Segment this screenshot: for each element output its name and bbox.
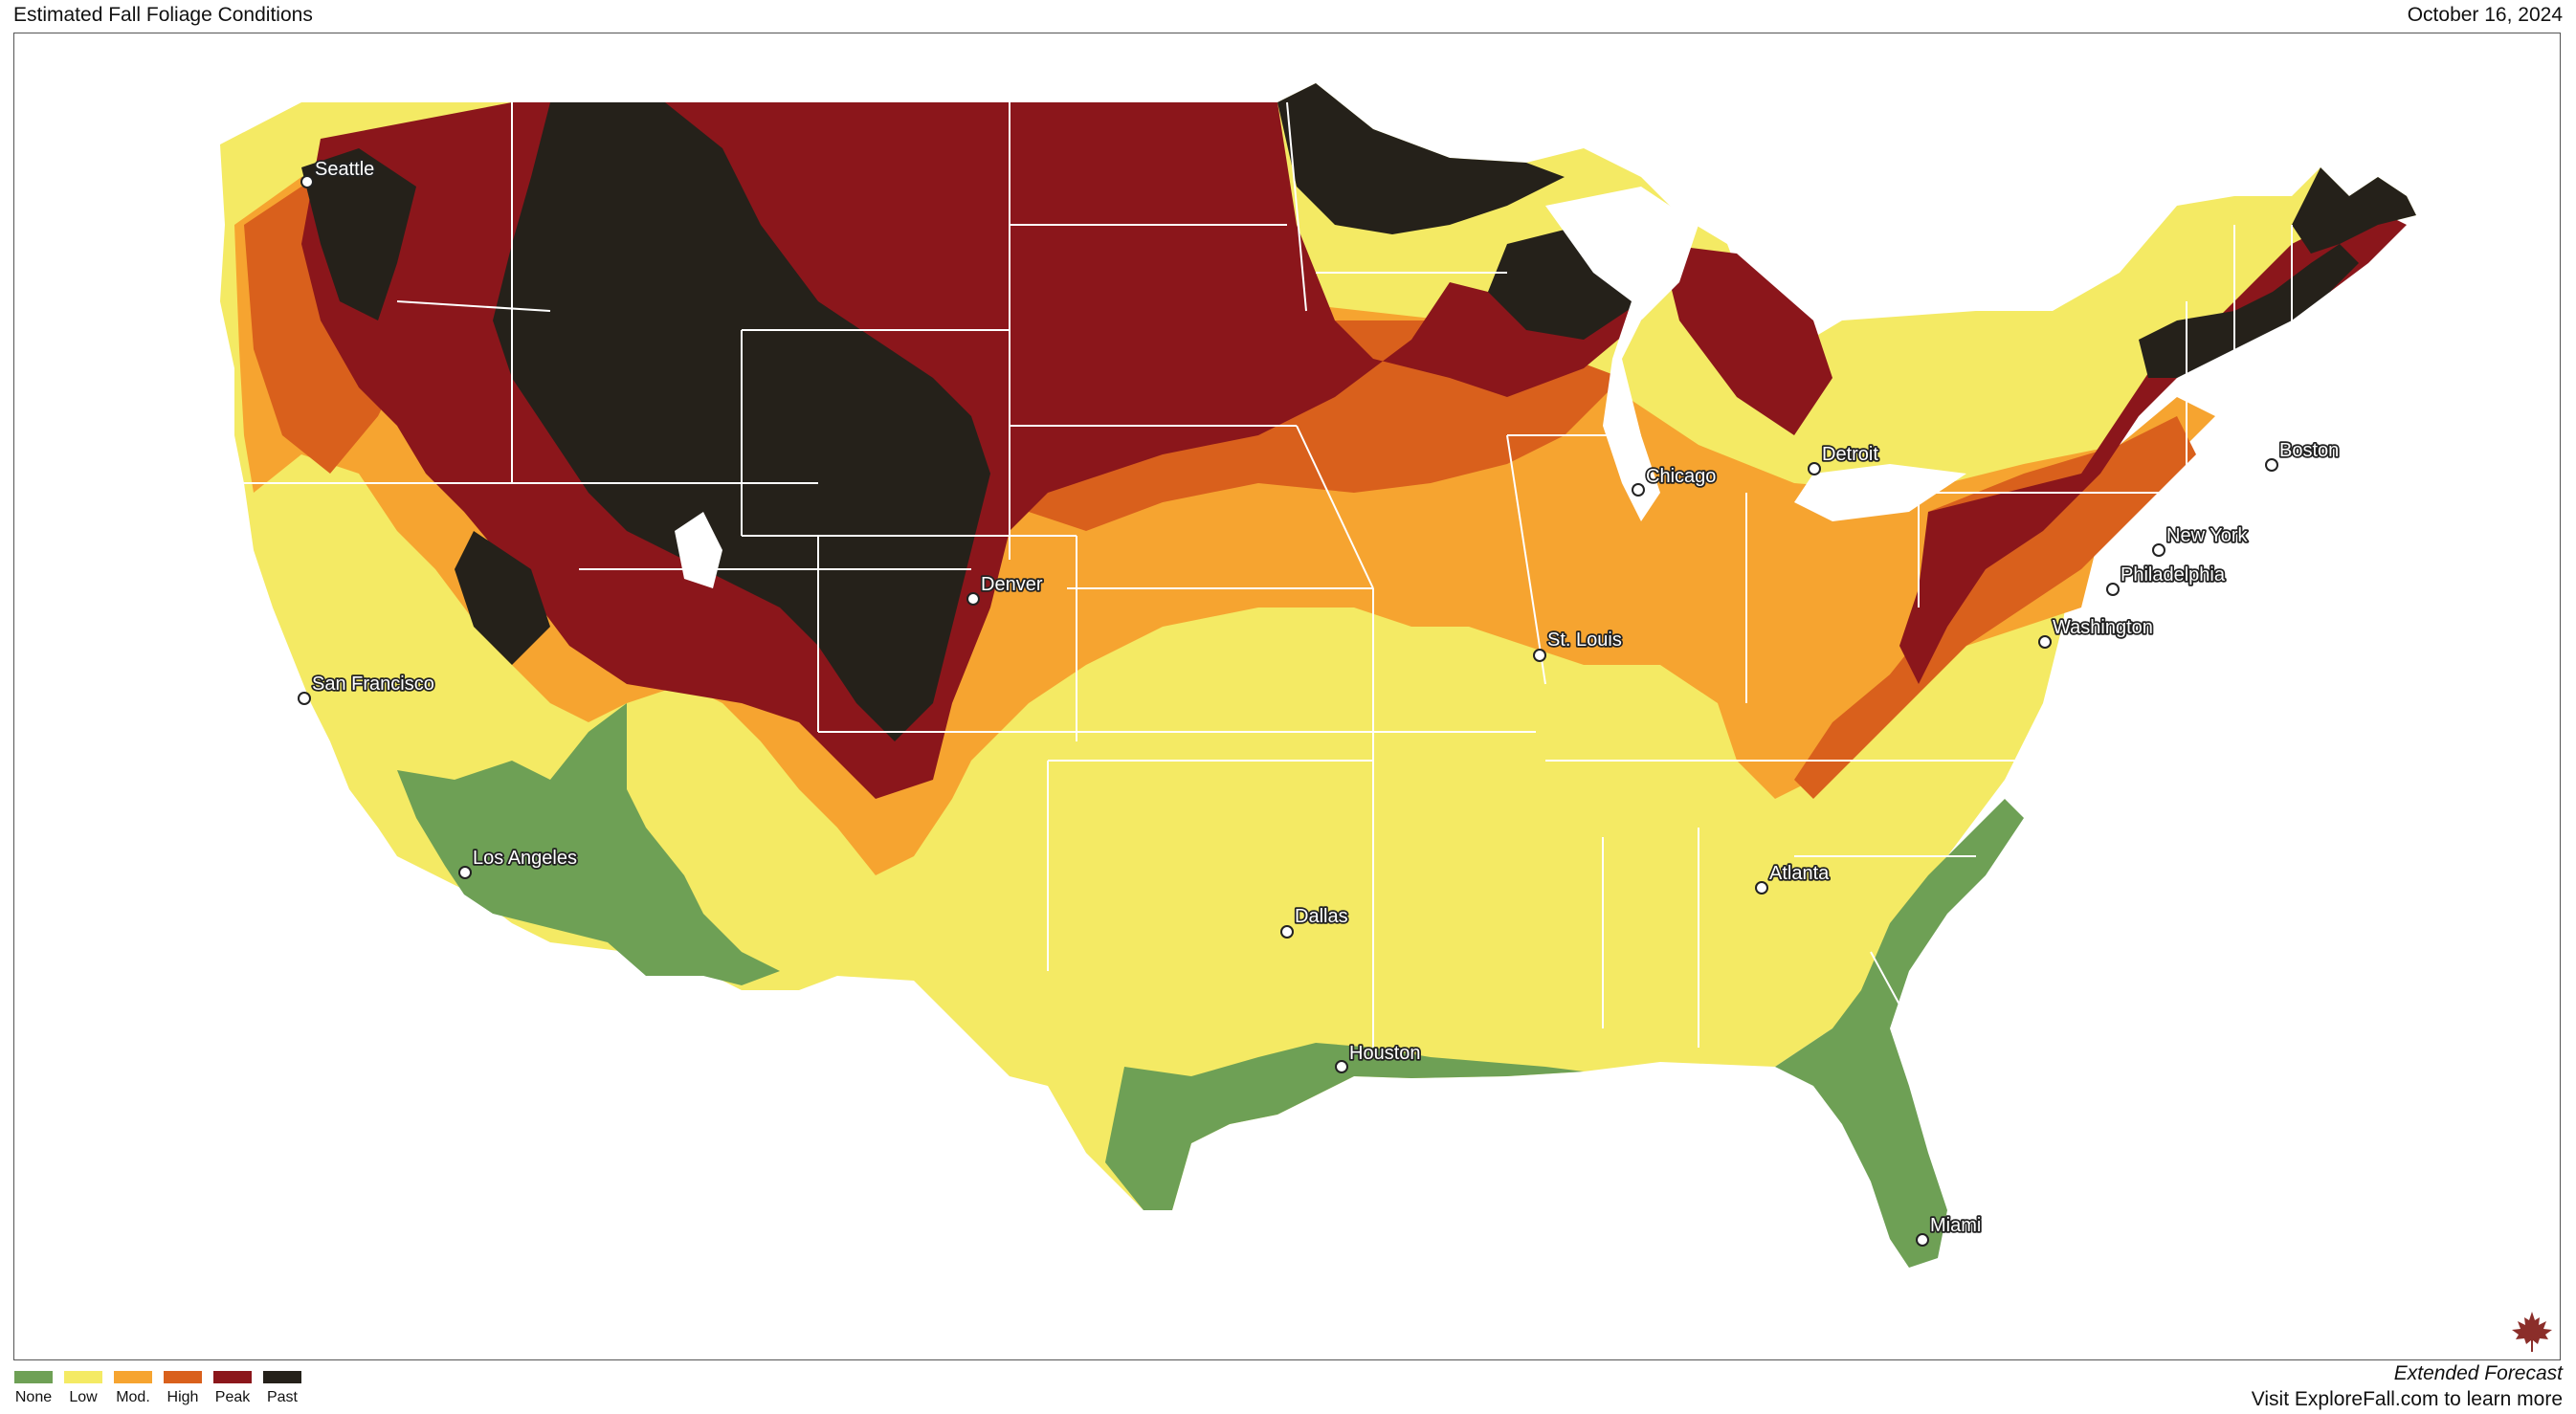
city-label: San Francisco	[312, 674, 434, 695]
legend-item-peak: Peak	[212, 1371, 253, 1406]
legend-label: Past	[266, 1389, 298, 1405]
legend-label: Mod.	[116, 1389, 150, 1405]
footer-link[interactable]: Visit ExploreFall.com to learn more	[2251, 1388, 2563, 1410]
legend-item-high: High	[163, 1371, 203, 1406]
city-label: Boston	[2279, 440, 2339, 461]
city-label: Denver	[981, 574, 1043, 595]
region-past	[301, 83, 2416, 741]
city-label: Washington	[2053, 617, 2153, 638]
city-detroit[interactable]: Detroit	[1808, 442, 1880, 475]
city-label: Detroit	[1822, 444, 1878, 465]
region-none-florida	[1775, 799, 2024, 1268]
city-philadelphia[interactable]: Philadelphia	[2106, 563, 2228, 596]
city-st-louis[interactable]: St. Louis	[1533, 628, 1624, 662]
legend-label: Peak	[214, 1389, 251, 1405]
city-label: Houston	[1349, 1043, 1421, 1064]
map-title: Estimated Fall Foliage Conditions	[13, 4, 313, 26]
city-label: Miami	[1930, 1215, 1981, 1236]
legend-swatch	[64, 1371, 102, 1383]
legend-label: High	[167, 1389, 199, 1405]
region-none-gulf	[1105, 1043, 1584, 1210]
legend-swatch	[14, 1371, 53, 1383]
map-date: October 16, 2024	[2407, 4, 2563, 26]
legend-swatch	[114, 1371, 152, 1383]
legend-item-none: None	[13, 1371, 54, 1406]
city-label: Los Angeles	[473, 848, 577, 869]
legend-swatch	[164, 1371, 202, 1383]
city-label: Chicago	[1646, 466, 1716, 487]
city-miami[interactable]: Miami	[1916, 1213, 1983, 1247]
city-denver[interactable]: Denver	[966, 572, 1045, 606]
foliage-map: Seattle San Francisco Los Angeles Denver…	[220, 83, 2416, 1268]
city-label: St. Louis	[1547, 630, 1622, 651]
city-label: Seattle	[315, 159, 374, 180]
city-houston[interactable]: Houston	[1335, 1041, 1422, 1073]
city-atlanta[interactable]: Atlanta	[1755, 861, 1832, 895]
city-washington[interactable]: Washington	[2038, 615, 2155, 649]
city-san-francisco[interactable]: San Francisco	[298, 672, 436, 705]
legend-swatch	[263, 1371, 301, 1383]
maple-leaf-icon	[2512, 1312, 2552, 1352]
city-dallas[interactable]: Dallas	[1280, 904, 1349, 939]
footer-title: Extended Forecast	[2393, 1362, 2563, 1384]
legend-label: None	[14, 1389, 53, 1405]
city-boston[interactable]: Boston	[2265, 438, 2341, 472]
city-label: Dallas	[1295, 906, 1348, 927]
state-borders	[234, 101, 2293, 1058]
legend-item-past: Past	[262, 1371, 302, 1406]
legend: None Low Mod. High Peak Past	[13, 1371, 302, 1406]
city-seattle[interactable]: Seattle	[300, 157, 376, 188]
city-chicago[interactable]: Chicago	[1632, 464, 1718, 497]
legend-item-moderate: Mod.	[113, 1371, 153, 1406]
legend-label: Low	[69, 1389, 98, 1405]
city-label: Philadelphia	[2121, 564, 2226, 585]
city-label: Atlanta	[1769, 863, 1830, 884]
city-label: New York	[2166, 525, 2248, 546]
great-lakes	[1545, 187, 1966, 521]
footer: Extended Forecast Visit ExploreFall.com …	[2252, 1362, 2563, 1411]
legend-item-low: Low	[63, 1371, 103, 1406]
city-new-york[interactable]: New York	[2152, 523, 2250, 557]
region-none-southwest	[397, 703, 780, 985]
map-frame: Seattle San Francisco Los Angeles Denver…	[13, 33, 2561, 1360]
city-los-angeles[interactable]: Los Angeles	[458, 846, 579, 879]
legend-swatch	[213, 1371, 252, 1383]
